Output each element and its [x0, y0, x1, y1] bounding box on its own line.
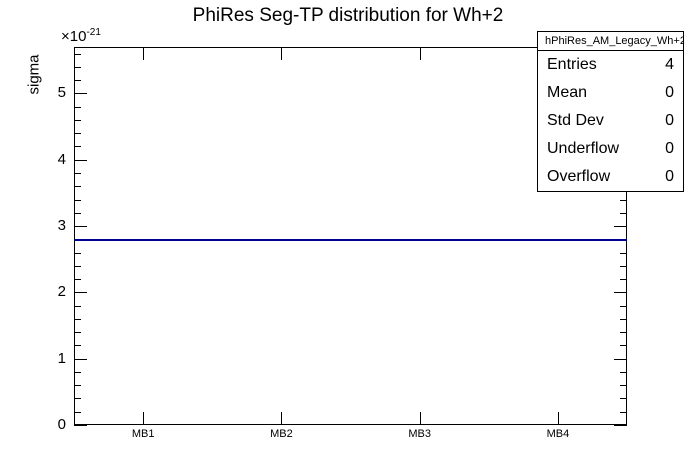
statistics-histogram-name: hPhiRes_AM_Legacy_Wh+2 [538, 32, 683, 51]
x-axis-tick-label-mb2: MB2 [270, 428, 293, 440]
y-axis-tick-minor-right [620, 212, 627, 214]
y-axis-tick-minor-right [620, 252, 627, 254]
y-axis-tick-minor [74, 398, 81, 400]
statistics-row-label: Overflow [547, 168, 611, 185]
y-axis-tick-minor-right [620, 398, 627, 400]
y-axis-tick-minor [74, 332, 81, 334]
histogram-bin-segment [350, 239, 489, 242]
statistics-row-label: Std Dev [547, 112, 604, 129]
y-axis-tick-minor [74, 199, 81, 201]
y-axis-tick-minor [74, 119, 81, 121]
x-axis-tick-mb4 [557, 412, 559, 425]
plot-frame [74, 47, 627, 425]
y-axis-tick-minor [74, 186, 81, 188]
y-axis-tick-major-right [614, 425, 627, 426]
y-axis-tick-minor-right [620, 279, 627, 281]
statistics-row-value: 0 [665, 140, 674, 157]
y-axis-tick-minor [74, 279, 81, 281]
y-axis-tick-minor-right [620, 305, 627, 307]
statistics-row: Entries 4 [538, 51, 683, 79]
statistics-row-label: Mean [547, 84, 588, 101]
y-axis-tick-major-right [614, 292, 627, 294]
x-axis-tick-label-mb4: MB4 [546, 428, 570, 440]
y-axis-tick-minor [74, 80, 81, 82]
x-axis-tick-top-mb3 [419, 47, 421, 60]
y-axis-tick-minor [74, 66, 81, 68]
x-axis-tick-label-mb1: MB1 [131, 428, 155, 440]
y-axis-tick-minor-right [620, 332, 627, 334]
y-axis-exponent: ×10-21 [61, 27, 101, 46]
statistics-row: Mean 0 [538, 79, 683, 107]
statistics-row-value: 4 [665, 56, 674, 73]
y-axis-tick-major-right [614, 226, 627, 228]
y-axis-tick-minor-right [620, 411, 627, 413]
statistics-row-value: 0 [665, 84, 674, 101]
y-axis-tick-minor [74, 212, 81, 214]
y-axis-tick-minor [74, 106, 81, 108]
x-axis-tick-mb3 [419, 412, 421, 425]
y-axis-tick-major [74, 425, 87, 426]
y-axis-exponent-base: ×10 [61, 28, 87, 45]
y-axis-tick-major-right [614, 358, 627, 360]
histogram-bin-segment [212, 239, 351, 242]
y-axis-tick-label: 0 [57, 416, 66, 433]
statistics-row-label: Entries [547, 56, 597, 73]
y-axis-tick-minor [74, 305, 81, 307]
statistics-row-value: 0 [665, 168, 674, 185]
y-axis-tick-minor [74, 345, 81, 347]
y-axis-tick-minor-right [620, 385, 627, 387]
y-axis-tick-label: 5 [57, 84, 66, 102]
x-axis-tick-top-mb2 [281, 47, 283, 60]
y-axis-tick-minor [74, 385, 81, 387]
statistics-row: Underflow 0 [538, 135, 683, 163]
statistics-row: Overflow 0 [538, 163, 683, 191]
y-axis-tick-minor [74, 371, 81, 373]
x-axis-tick-label-mb3: MB3 [408, 428, 431, 440]
x-axis-tick-top-mb1 [143, 47, 145, 60]
y-axis-tick-label: 1 [57, 349, 66, 367]
statistics-box[interactable]: hPhiRes_AM_Legacy_Wh+2 Entries 4 Mean 0 Std … [537, 31, 684, 192]
y-axis-tick-minor [74, 265, 81, 267]
page-title: PhiRes Seg-TP distribution for Wh+2 [192, 5, 504, 26]
y-axis-tick-minor-right [620, 318, 627, 320]
y-axis-tick-label: 2 [57, 283, 66, 301]
y-axis-tick-minor-right [620, 265, 627, 267]
y-axis-tick-minor [74, 133, 81, 135]
y-axis-tick-label: 3 [57, 217, 66, 235]
x-axis-tick-mb2 [281, 412, 283, 425]
statistics-row-label: Underflow [547, 140, 620, 157]
statistics-row-value: 0 [665, 112, 674, 129]
y-axis-tick-label: 4 [57, 150, 66, 168]
y-axis-tick-minor-right [620, 199, 627, 201]
y-axis-tick-minor [74, 252, 81, 254]
y-axis-tick-major [74, 159, 87, 161]
histogram-bin-segment [488, 239, 627, 242]
x-axis-tick-mb1 [143, 412, 145, 425]
statistics-row: Std Dev 0 [538, 107, 683, 135]
statistics-rows: Entries 4 Mean 0 Std Dev 0 Underflow 0 Overflow 0 [538, 51, 683, 191]
y-axis-tick-minor-right [620, 371, 627, 373]
y-axis-tick-minor [74, 53, 81, 55]
y-axis-title: sigma [25, 54, 43, 95]
y-axis-tick-major [74, 93, 87, 95]
y-axis-tick-minor [74, 411, 81, 413]
y-axis-tick-major [74, 292, 87, 294]
y-axis-exponent-power: -21 [86, 27, 101, 38]
y-axis-tick-minor [74, 146, 81, 148]
y-axis-tick-major [74, 226, 87, 228]
y-axis-tick-minor [74, 318, 81, 320]
histogram-bin-segment [74, 239, 213, 242]
y-axis-tick-minor [74, 173, 81, 174]
y-axis-tick-major [74, 358, 87, 360]
y-axis-tick-minor-right [620, 345, 627, 347]
